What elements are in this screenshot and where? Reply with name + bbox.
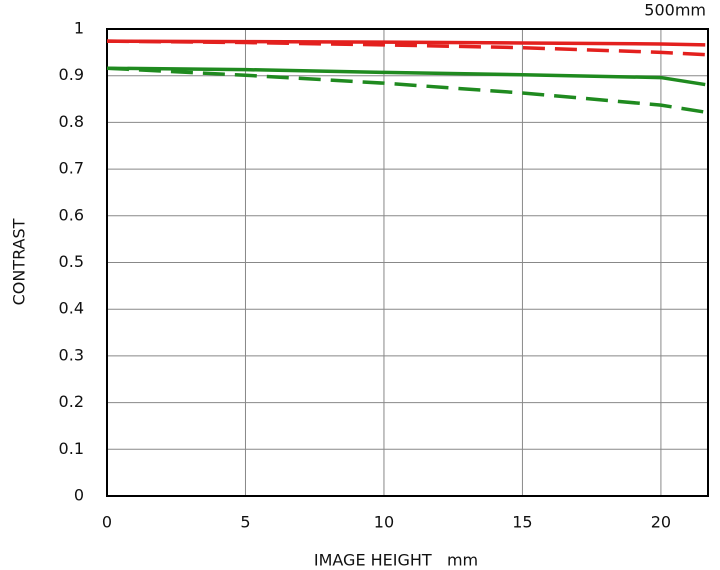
plot-frame: [106, 28, 709, 497]
x-tick-label: 5: [240, 513, 250, 532]
x-axis-label: IMAGE HEIGHT mm: [314, 551, 478, 570]
x-tick-label: 15: [512, 513, 532, 532]
x-tick-label: 20: [651, 513, 671, 532]
y-tick-label: 0.6: [59, 205, 84, 224]
y-axis-label: CONTRAST: [10, 218, 29, 305]
dashed-line: [106, 66, 706, 114]
y-tick-label: 0.9: [59, 65, 84, 84]
y-tick-label: 0: [74, 486, 84, 505]
dashed-line: [106, 39, 706, 57]
solid-line: [106, 66, 706, 87]
x-tick-label: 0: [102, 513, 112, 532]
y-tick-label: 0.1: [59, 439, 84, 458]
y-tick-label: 1: [74, 19, 84, 38]
y-tick-label: 0.7: [59, 159, 84, 178]
y-tick-label: 0.3: [59, 345, 84, 364]
y-tick-label: 0.4: [59, 299, 84, 318]
y-tick-label: 0.8: [59, 112, 84, 131]
x-tick-label: 10: [374, 513, 394, 532]
chart-subtitle: 500mm: [644, 1, 706, 20]
y-tick-label: 0.2: [59, 392, 84, 411]
y-tick-label: 0.5: [59, 252, 84, 271]
